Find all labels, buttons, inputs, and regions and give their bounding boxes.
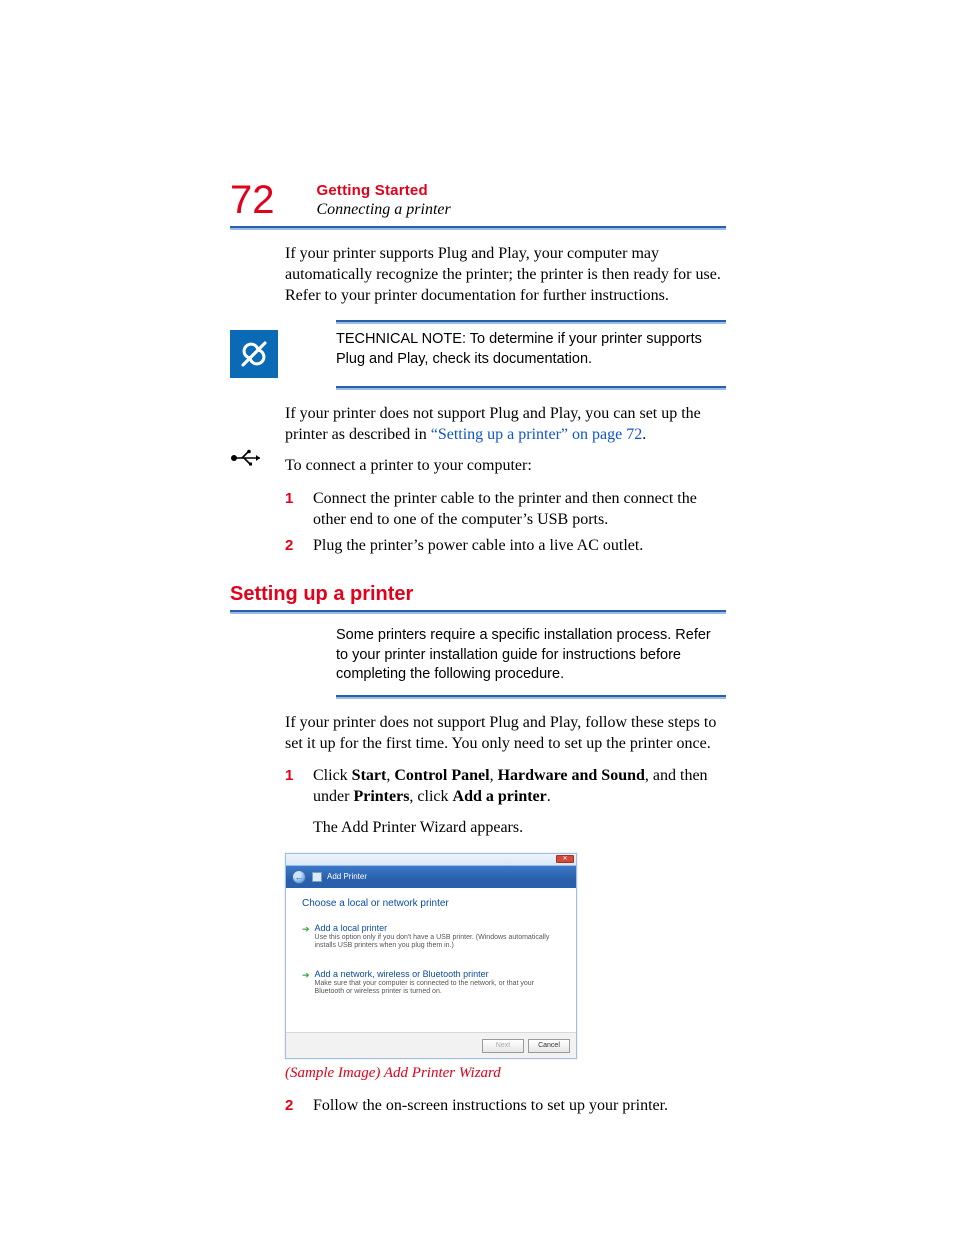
- close-icon[interactable]: ✕: [556, 855, 574, 863]
- step-text: Click Start, Control Panel, Hardware and…: [313, 766, 723, 808]
- step-marker: 1: [285, 490, 313, 507]
- t: , click: [409, 788, 452, 805]
- wizard-prompt: Choose a local or network printer: [302, 898, 560, 909]
- setting-up-printer-link[interactable]: “Setting up a printer” on page 72: [431, 426, 643, 443]
- wizard-body: Choose a local or network printer ➔ Add …: [286, 888, 576, 1033]
- setup-intro-block: If your printer does not support Plug an…: [285, 713, 725, 755]
- connect-step-1: 1 Connect the printer cable to the print…: [285, 489, 725, 531]
- b: Control Panel: [394, 767, 489, 784]
- wizard-option-body: Add a local printer Use this option only…: [315, 923, 560, 951]
- no-pnp-post: .: [642, 426, 646, 443]
- add-printer-wizard-screenshot: ✕ ← Add Printer Choose a local or networ…: [285, 853, 577, 1060]
- arrow-icon: ➔: [302, 924, 310, 935]
- setting-up-printer-heading: Setting up a printer: [230, 583, 729, 606]
- wizard-footer: Next Cancel: [286, 1032, 576, 1058]
- page-number: 72: [230, 180, 275, 220]
- t: ,: [490, 767, 498, 784]
- wizard-option-body: Add a network, wireless or Bluetooth pri…: [315, 969, 560, 997]
- option-desc: Make sure that your computer is connecte…: [315, 980, 560, 997]
- wizard-caption: (Sample Image) Add Printer Wizard: [285, 1065, 729, 1082]
- b: Start: [352, 767, 387, 784]
- manual-page: 72 Getting Started Connecting a printer …: [0, 0, 954, 1235]
- header-rule: [230, 226, 726, 230]
- printer-icon: [312, 872, 322, 882]
- wizard-titlebar: ✕: [286, 854, 576, 866]
- setup-step-1: 1 Click Start, Control Panel, Hardware a…: [285, 766, 725, 808]
- wizard-option-local[interactable]: ➔ Add a local printer Use this option on…: [302, 923, 560, 951]
- section-title: Connecting a printer: [317, 201, 451, 219]
- step-marker: 2: [285, 537, 313, 554]
- b: Printers: [353, 788, 409, 805]
- next-button[interactable]: Next: [482, 1039, 524, 1053]
- wizard-appears-block: The Add Printer Wizard appears.: [285, 818, 725, 839]
- step-text: Connect the printer cable to the printer…: [313, 489, 723, 531]
- install-callout: Some printers require a specific install…: [336, 626, 716, 685]
- option-desc: Use this option only if you don't have a…: [315, 934, 560, 951]
- b: Add a printer: [453, 788, 547, 805]
- wrench-icon: [230, 330, 278, 378]
- page-header: 72 Getting Started Connecting a printer: [230, 180, 729, 220]
- wizard-title: Add Printer: [327, 872, 367, 881]
- setup-steps-2: 2 Follow the on-screen instructions to s…: [285, 1096, 725, 1117]
- step-text: Follow the on-screen instructions to set…: [313, 1096, 723, 1117]
- t: .: [547, 788, 551, 805]
- h2-rule: [230, 610, 726, 614]
- setup-steps: 1 Click Start, Control Panel, Hardware a…: [285, 766, 725, 808]
- no-pnp-block: If your printer does not support Plug an…: [285, 404, 725, 476]
- connect-lead: To connect a printer to your computer:: [285, 456, 725, 477]
- cancel-button[interactable]: Cancel: [528, 1039, 570, 1053]
- setup-intro: If your printer does not support Plug an…: [285, 713, 725, 755]
- usb-icon: [230, 448, 264, 468]
- setup-step-2: 2 Follow the on-screen instructions to s…: [285, 1096, 725, 1117]
- tech-note-rule-bottom: [336, 386, 726, 390]
- intro-paragraph: If your printer supports Plug and Play, …: [285, 244, 725, 306]
- step-marker: 1: [285, 767, 313, 784]
- header-titles: Getting Started Connecting a printer: [317, 180, 451, 219]
- tech-note: TECHNICAL NOTE: To determine if your pri…: [230, 330, 729, 378]
- arrow-icon: ➔: [302, 970, 310, 981]
- connect-step-2: 2 Plug the printer’s power cable into a …: [285, 536, 725, 557]
- tech-note-text: TECHNICAL NOTE: To determine if your pri…: [336, 330, 716, 369]
- connect-steps: 1 Connect the printer cable to the print…: [285, 489, 725, 557]
- callout-rule-bottom: [336, 695, 726, 699]
- wizard-appears: The Add Printer Wizard appears.: [313, 818, 725, 839]
- step-marker: 2: [285, 1097, 313, 1114]
- no-pnp-paragraph: If your printer does not support Plug an…: [285, 404, 725, 446]
- option-title: Add a network, wireless or Bluetooth pri…: [315, 969, 560, 979]
- step-text: Plug the printer’s power cable into a li…: [313, 536, 723, 557]
- wizard-option-network[interactable]: ➔ Add a network, wireless or Bluetooth p…: [302, 969, 560, 997]
- option-title: Add a local printer: [315, 923, 560, 933]
- t: Click: [313, 767, 352, 784]
- chapter-title: Getting Started: [317, 182, 451, 199]
- wizard-header: ← Add Printer: [286, 866, 576, 888]
- b: Hardware and Sound: [498, 767, 645, 784]
- intro-paragraph-block: If your printer supports Plug and Play, …: [285, 244, 725, 306]
- back-icon[interactable]: ←: [292, 870, 306, 884]
